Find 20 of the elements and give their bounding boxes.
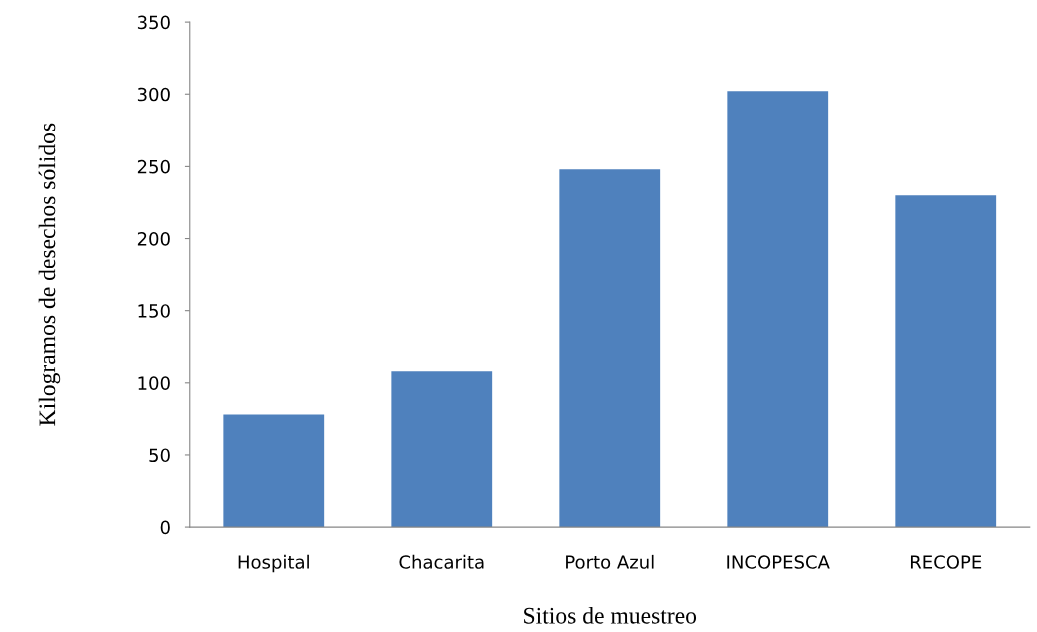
y-axis-title: Kilogramos de desechos sólidos [38, 123, 61, 426]
y-tick-label: 300 [137, 87, 170, 102]
bar [391, 371, 493, 528]
y-tick-label: 100 [138, 376, 170, 390]
bar [559, 169, 661, 528]
x-tick-label: RECOPE [910, 555, 982, 569]
bar [727, 91, 829, 528]
y-tick-label: 200 [137, 231, 170, 246]
y-tick-label: 150 [138, 304, 170, 318]
y-tick-label: 50 [149, 448, 170, 463]
x-tick-label: Hospital [238, 554, 309, 573]
x-tick-label: INCOPESCA [727, 555, 830, 569]
y-tick-label: 250 [137, 159, 170, 174]
x-tick-label: Chacarita [399, 554, 484, 569]
bar [223, 414, 325, 528]
bar [895, 195, 997, 528]
y-tick-label: 350 [137, 15, 170, 30]
x-tick-label: Porto Azul [566, 554, 654, 569]
x-axis-title: Sitios de muestreo [524, 607, 697, 624]
y-tick-label: 0 [160, 520, 170, 535]
